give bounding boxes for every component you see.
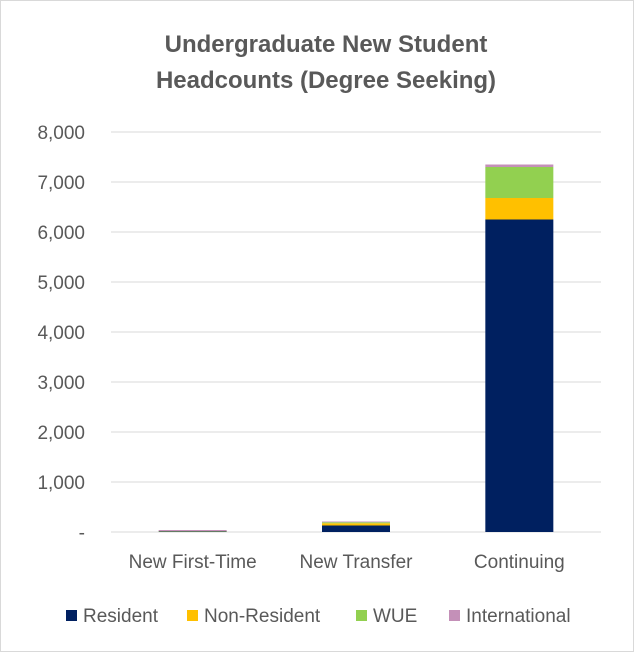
legend-swatch: [356, 610, 367, 621]
legend-label: International: [466, 606, 571, 627]
legend: Resident Non-Resident WUE International: [66, 606, 571, 627]
y-tick-label: 8,000: [37, 123, 85, 144]
legend-swatch: [187, 610, 198, 621]
y-tick-label: 2,000: [37, 423, 85, 444]
bar-wue: [485, 167, 553, 198]
y-tick-label: 5,000: [37, 273, 85, 294]
legend-swatch: [66, 610, 77, 621]
bar-international: [322, 522, 390, 523]
bar-resident: [485, 220, 553, 533]
x-tick-label: New First-Time: [129, 552, 257, 573]
y-axis-tick-labels: - 1,000 2,000 3,000 4,000 5,000 6,000 7,000 8,00…: [37, 123, 85, 544]
bars: [159, 165, 554, 533]
y-tick-label: 6,000: [37, 223, 85, 244]
x-tick-label: Continuing: [474, 552, 565, 573]
legend-swatch: [449, 610, 460, 621]
legend-label: WUE: [373, 606, 417, 627]
y-tick-label: 7,000: [37, 173, 85, 194]
bar-non-resident: [485, 198, 553, 220]
y-tick-label: 4,000: [37, 323, 85, 344]
bar-international: [485, 165, 553, 168]
x-tick-label: New Transfer: [300, 552, 414, 573]
bar-resident: [322, 526, 390, 533]
bar-wue: [322, 522, 390, 523]
legend-label: Non-Resident: [204, 606, 321, 627]
x-axis-tick-labels: New First-Time New Transfer Continuing: [129, 552, 565, 573]
legend-label: Resident: [83, 606, 159, 627]
y-tick-label: 3,000: [37, 373, 85, 394]
bar-resident: [159, 532, 227, 533]
bar-international: [159, 530, 227, 531]
y-tick-label: -: [79, 523, 85, 544]
y-tick-label: 1,000: [37, 473, 85, 494]
bar-non-resident: [322, 523, 390, 525]
